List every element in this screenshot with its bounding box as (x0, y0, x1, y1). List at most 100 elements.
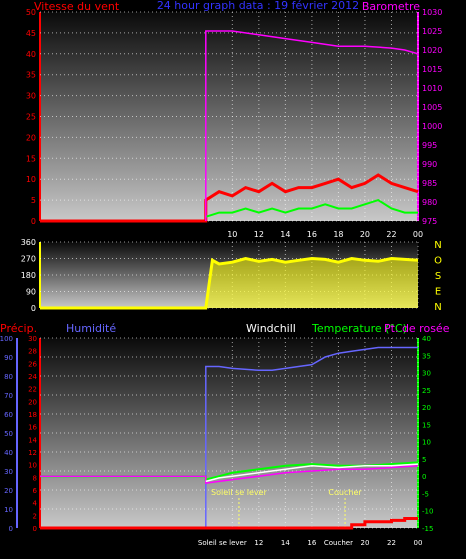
precip-tick-label: 30 (28, 335, 37, 343)
temp-tick-label: 40 (422, 335, 431, 343)
baro-tick-label: 980 (422, 198, 437, 207)
wind-tick-label: 25 (26, 113, 36, 122)
precip-tick-label: 20 (28, 398, 37, 406)
precip-tick-label: 28 (28, 348, 37, 356)
temp-tick-label: 30 (422, 370, 431, 378)
wind-barometer-panel: 0510152025303540455097598098599099510001… (26, 0, 443, 239)
humidity-tick-label: 100 (0, 335, 13, 343)
precip-tick-label: 6 (33, 487, 38, 495)
precip-tick-label: 2 (33, 512, 37, 520)
x-tick-label: Soleil se lever (198, 539, 247, 547)
temp-plot-area (40, 338, 418, 528)
temp-tick-label: -15 (422, 525, 433, 533)
x-tick-label: 10 (227, 230, 237, 239)
precip-tick-label: 24 (28, 373, 37, 381)
temperature-humidity-panel: 0102030405060708090100024681012141618202… (0, 322, 450, 547)
sunset-label: Coucher (328, 488, 362, 497)
dir-tick-label: 180 (21, 271, 36, 280)
x-tick-label: 00 (414, 539, 423, 547)
humidity-label: Humidité (66, 322, 116, 335)
x-tick-label: 00 (413, 230, 423, 239)
precip-tick-label: 26 (28, 360, 37, 368)
x-tick-label: 18 (333, 230, 343, 239)
wind-series (40, 173, 419, 223)
x-tick-label: 22 (387, 539, 396, 547)
baro-tick-label: 1025 (422, 27, 442, 36)
baro-tick-label: 1030 (422, 8, 442, 17)
wind-direction-fill (205, 258, 418, 308)
wind-tick-label: 50 (26, 8, 36, 17)
precip-tick-label: 8 (33, 474, 37, 482)
windchill-label: Windchill (246, 322, 296, 335)
humidity-tick-label: 20 (4, 487, 13, 495)
humidity-tick-label: 0 (9, 525, 13, 533)
baro-tick-label: 1000 (422, 122, 442, 131)
gust-series (205, 199, 418, 218)
chill-series (205, 463, 419, 483)
precip-label: Précip. (0, 322, 37, 335)
humidity-tick-label: 90 (4, 354, 13, 362)
baro-tick-label: 995 (422, 141, 437, 150)
hum-series (205, 346, 418, 528)
wind-tick-label: 0 (31, 217, 36, 226)
dew-series (40, 465, 419, 484)
direction-letter: S (435, 271, 441, 282)
x-tick-label: 16 (307, 230, 317, 239)
temp-tick-label: 10 (422, 439, 431, 447)
precip-tick-label: 10 (28, 462, 37, 470)
x-tick-label: 14 (281, 539, 290, 547)
temp-tick-label: 20 (422, 404, 431, 412)
precip-tick-label: 22 (28, 386, 37, 394)
precip-tick-label: 12 (28, 449, 37, 457)
dir-tick-label: 360 (21, 238, 36, 247)
wind-tick-label: 5 (31, 196, 36, 205)
dir-tick-label: 270 (21, 255, 36, 264)
x-tick-label: 12 (254, 539, 263, 547)
temp-tick-label: -5 (422, 490, 429, 498)
direction-letter: O (434, 256, 442, 267)
x-tick-label: 12 (254, 230, 264, 239)
baro-series (205, 30, 419, 221)
humidity-tick-label: 40 (4, 449, 13, 457)
baro-tick-label: 1010 (422, 84, 442, 93)
temp-tick-label: 0 (422, 473, 426, 481)
wind-tick-label: 10 (26, 175, 36, 184)
baro-tick-label: 990 (422, 160, 437, 169)
dir-tick-label: 90 (26, 288, 36, 297)
wind-tick-label: 30 (26, 92, 36, 101)
wind-tick-label: 40 (26, 50, 36, 59)
temp-tick-label: 15 (422, 421, 431, 429)
temp-tick-label: 5 (422, 456, 426, 464)
x-tick-label: 22 (386, 230, 396, 239)
temp-tick-label: 25 (422, 387, 431, 395)
precip-tick-label: 16 (28, 424, 37, 432)
baro-tick-label: 1005 (422, 103, 442, 112)
x-tick-label: 20 (360, 230, 370, 239)
wind-axis-label: Vitesse du vent (34, 0, 120, 13)
wind-tick-label: 20 (26, 133, 36, 142)
humidity-tick-label: 30 (4, 468, 13, 476)
sunrise-label: Soleil se lever (211, 488, 268, 497)
humidity-tick-label: 10 (4, 506, 13, 514)
humidity-tick-label: 70 (4, 392, 13, 400)
humidity-tick-label: 80 (4, 373, 13, 381)
x-tick-label: 16 (307, 539, 316, 547)
x-tick-label: 20 (360, 539, 369, 547)
x-tick-label: 14 (280, 230, 290, 239)
wind-tick-label: 15 (26, 154, 36, 163)
baro-tick-label: 1015 (422, 65, 442, 74)
temp-tick-label: 35 (422, 352, 431, 360)
precip-series (40, 517, 418, 530)
direction-letter: N (434, 240, 441, 251)
baro-tick-label: 985 (422, 179, 437, 188)
chart-title: 24 hour graph data : 19 février 2012 (157, 0, 359, 12)
humidity-tick-label: 50 (4, 430, 13, 438)
precip-tick-label: 0 (33, 525, 37, 533)
wind-tick-label: 35 (26, 71, 36, 80)
wind-tick-label: 45 (26, 29, 36, 38)
baro-tick-label: 1020 (422, 46, 442, 55)
temp-tick-label: -10 (422, 508, 433, 516)
